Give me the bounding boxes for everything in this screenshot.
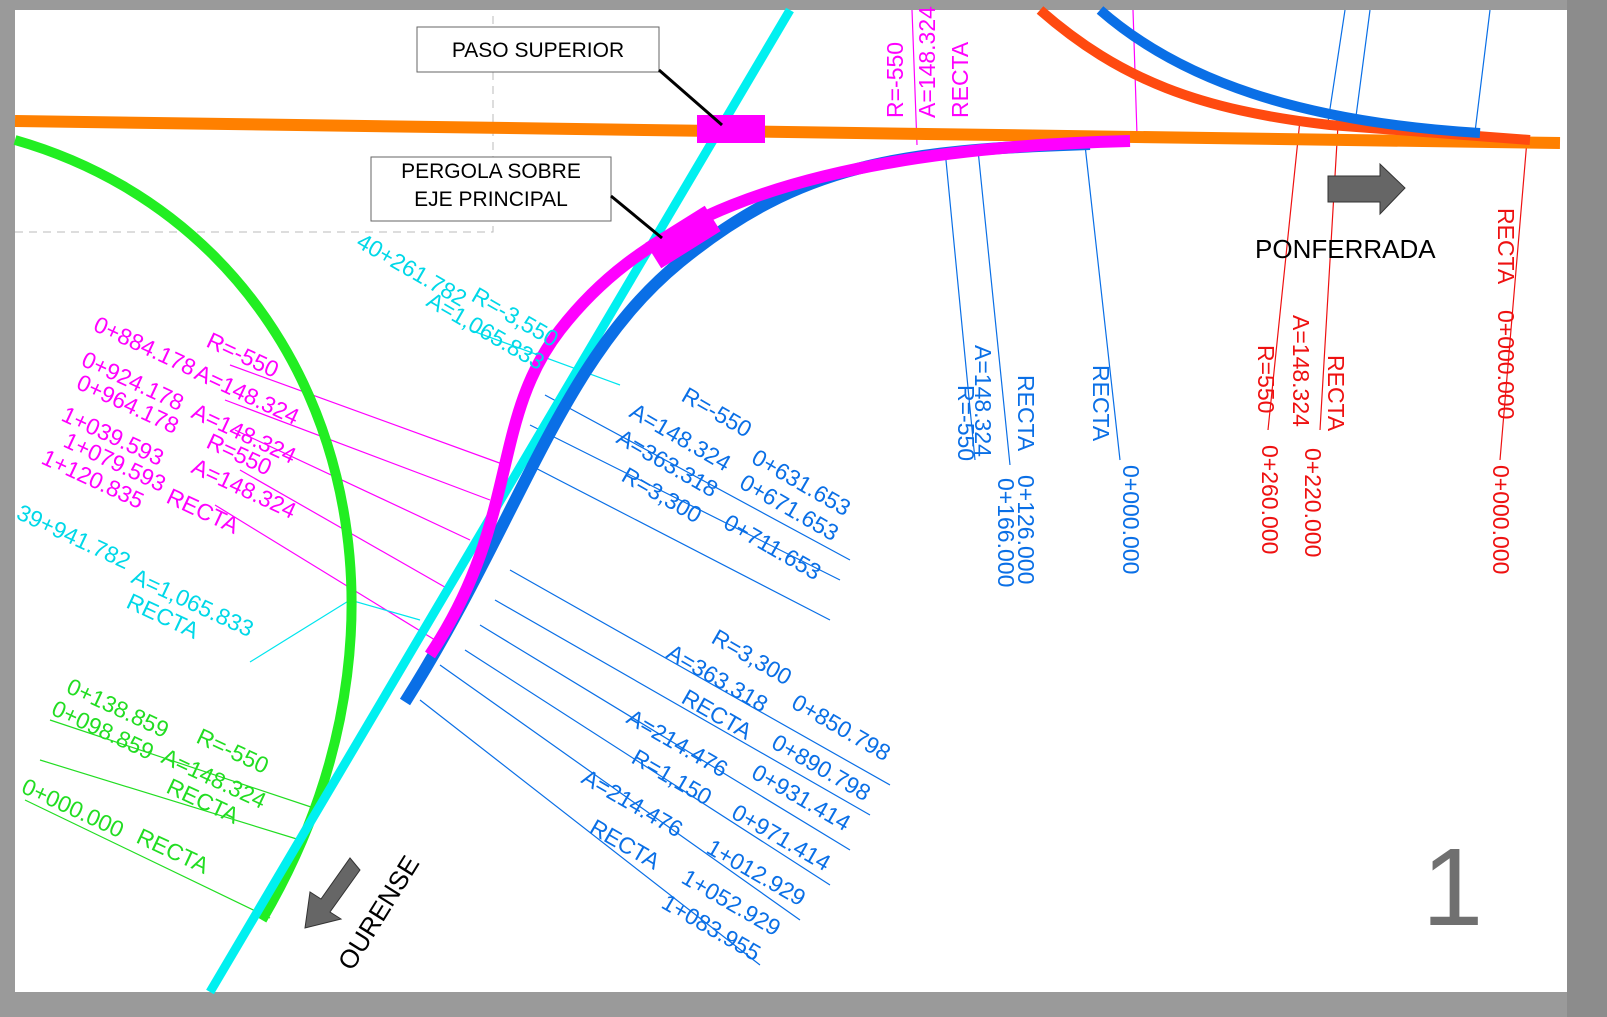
- callout-text: EJE PRINCIPAL: [414, 188, 568, 211]
- station-label: 0+220.000: [1300, 448, 1326, 557]
- station-label: 0+000.000: [1118, 465, 1144, 574]
- callout-text: PERGOLA SOBRE: [401, 160, 581, 183]
- station-label: 0+126.000: [1013, 475, 1039, 584]
- station-label: R=-550: [882, 42, 908, 118]
- station-label: RECTA: [1013, 375, 1039, 452]
- station-label: A=148.324: [1288, 315, 1314, 427]
- station-label: 0+000.000: [1488, 465, 1514, 574]
- main-axis: [14, 115, 1561, 149]
- green-loop: [13, 135, 357, 923]
- station-label: R=550: [1253, 345, 1279, 413]
- side-strip: [1567, 0, 1607, 1017]
- overpass: [697, 115, 765, 143]
- station-label: RECTA: [1088, 365, 1114, 442]
- sheet-number: 1: [1422, 826, 1483, 949]
- green-leaders: [24, 719, 321, 919]
- callout-text: PASO SUPERIOR: [452, 39, 624, 62]
- arrow-ponferrada: [1327, 162, 1406, 216]
- station-label: A=148.324: [970, 345, 996, 457]
- station-label: 0+166.000: [993, 478, 1019, 587]
- callout-box: [416, 26, 660, 73]
- direction-label: PONFERRADA: [1255, 234, 1436, 264]
- station-label: RECTA: [947, 41, 973, 118]
- labels: R=-550 A=148.324 RECTA40+261.782R=-3,550A=…: [13, 6, 1519, 966]
- station-label: A=148.324: [914, 6, 940, 118]
- station-label: 0+260.000: [1257, 445, 1283, 554]
- blue-leaders: [419, 9, 1491, 966]
- red-branch: [1036, 6, 1531, 145]
- station-label: R=-550: [953, 385, 979, 461]
- station-label: 0+000.000: [1493, 310, 1519, 419]
- pergola: [645, 205, 721, 269]
- callout-box: [370, 156, 612, 222]
- arrow-ourense: [304, 857, 361, 929]
- sheet: [15, 10, 1567, 992]
- callout-leader: [658, 68, 723, 127]
- dashed-frame: [15, 10, 494, 233]
- station-label: RECTA: [1493, 208, 1519, 285]
- magenta-ramp: [425, 135, 1131, 659]
- callout-leader: [610, 194, 663, 240]
- station-label: RECTA: [1323, 355, 1349, 432]
- blue-branch-top: [1096, 6, 1481, 138]
